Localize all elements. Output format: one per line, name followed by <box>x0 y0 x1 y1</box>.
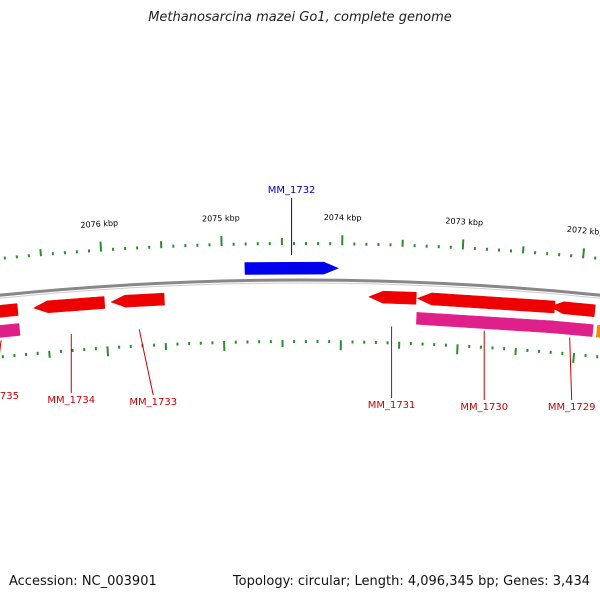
gene-label: MM_1730 <box>460 402 508 413</box>
gene-features <box>0 261 600 352</box>
gene-label: MM_1729 <box>548 402 596 413</box>
gene-label: MM_1732 <box>268 185 316 196</box>
scale-tick <box>48 350 51 358</box>
gene-labels: nirJMM_1736MM_1735MM_1734MM_1733MM_1732M… <box>0 185 596 413</box>
inner-scale-ticks <box>1 340 599 363</box>
scale-label: 2075 kbp <box>202 214 240 224</box>
backbone-line <box>0 278 600 297</box>
gene-label-leader <box>569 337 573 401</box>
accession-text: Accession: NC_003901 <box>9 574 157 589</box>
orange-gene-feature[interactable] <box>596 324 600 352</box>
scale-tick <box>106 346 110 357</box>
scale-tick <box>514 347 517 356</box>
scale-label: 2074 kbp <box>324 213 362 223</box>
gene-label: MM_1735 <box>0 391 19 402</box>
gene-label: MM_1731 <box>368 400 416 411</box>
scale-tick <box>582 248 585 259</box>
mm-1732-gene-feature[interactable] <box>244 261 339 275</box>
magenta-gene-feature[interactable] <box>547 320 594 337</box>
mm-1731-gene-feature[interactable] <box>368 290 417 305</box>
magenta-gene-feature[interactable] <box>0 323 21 339</box>
scale-tick <box>39 249 42 257</box>
scale-label: 2072 kbp <box>566 225 600 238</box>
scale-label: 2073 kbp <box>445 216 483 227</box>
gene-label-leader <box>138 329 154 396</box>
gene-label: MM_1734 <box>47 395 95 406</box>
scale-label: 2076 kbp <box>80 218 118 229</box>
scale-tick <box>456 344 459 355</box>
backbone-line-inner <box>0 282 600 299</box>
mm-1729-gene-feature[interactable] <box>549 301 596 317</box>
scale-tick <box>572 352 576 363</box>
outer-scale-ticks <box>3 235 597 260</box>
scale-tick <box>521 246 525 254</box>
genome-summary-text: Topology: circular; Length: 4,096,345 bp… <box>232 574 590 589</box>
scale-tick <box>99 241 103 252</box>
mm-1730-gene-feature[interactable] <box>416 292 556 314</box>
mm-1735-gene-feature[interactable] <box>0 303 19 319</box>
map-title: Methanosarcina mazei Go1, complete genom… <box>148 10 452 25</box>
gene-label: MM_1733 <box>129 397 177 408</box>
magenta-gene-feature[interactable] <box>416 312 554 334</box>
mm-1734-gene-feature[interactable] <box>32 296 106 314</box>
genome-backbone <box>0 278 600 299</box>
scale-tick <box>461 239 465 250</box>
gene-label-leader <box>0 340 2 354</box>
mm-1733-gene-feature[interactable] <box>110 292 165 308</box>
